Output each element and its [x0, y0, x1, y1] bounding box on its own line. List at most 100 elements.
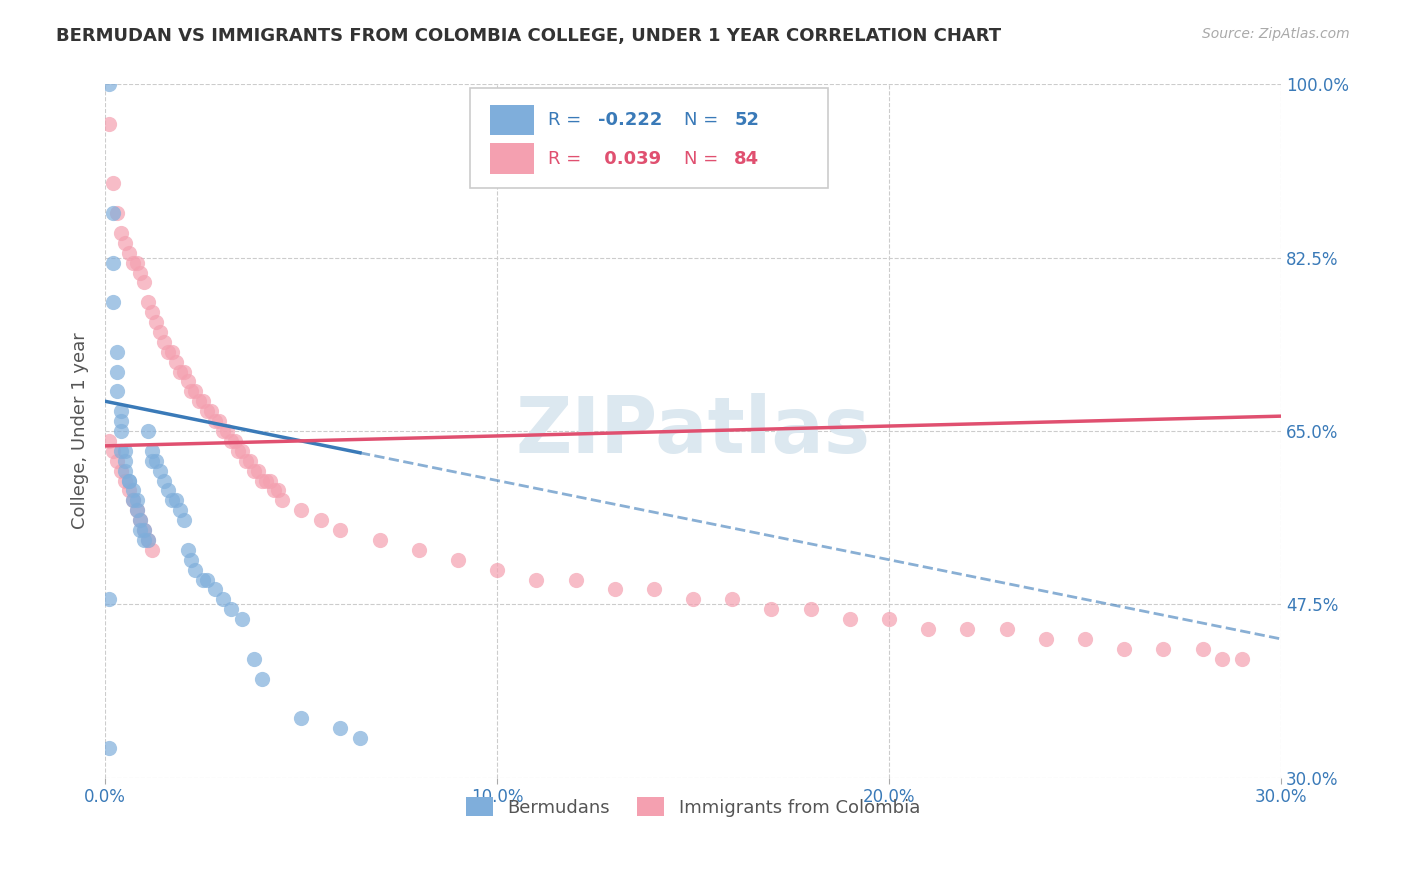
Point [165, 354, 187, 368]
Point [195, 573, 218, 587]
Point [176, 542, 198, 557]
Point [125, 503, 148, 517]
Point [270, 493, 292, 508]
Point [200, 404, 222, 418]
Point [176, 375, 198, 389]
Point [173, 365, 195, 379]
Point [121, 493, 143, 508]
Point [160, 493, 183, 508]
Point [125, 503, 148, 517]
Point [136, 424, 159, 438]
Point [211, 424, 233, 438]
Point [408, 542, 430, 557]
Point [136, 295, 159, 310]
Text: N =: N = [683, 150, 724, 168]
Point [263, 483, 285, 498]
Point [160, 344, 183, 359]
Point [243, 464, 266, 478]
Point [156, 344, 179, 359]
Point [105, 344, 128, 359]
Point [329, 523, 352, 537]
Point [193, 573, 215, 587]
Point [165, 493, 187, 508]
Point [603, 582, 626, 597]
Point [208, 414, 231, 428]
Point [101, 206, 124, 220]
Point [149, 325, 172, 339]
Point [156, 483, 179, 498]
Point [195, 404, 218, 418]
Point [250, 672, 273, 686]
Point [228, 443, 250, 458]
Point [114, 453, 136, 467]
Text: Source: ZipAtlas.com: Source: ZipAtlas.com [1202, 27, 1350, 41]
Point [231, 612, 253, 626]
Point [121, 255, 143, 269]
Point [1074, 632, 1097, 646]
Text: 0.039: 0.039 [598, 150, 661, 168]
Point [101, 443, 124, 458]
Point [188, 394, 211, 409]
Point [129, 513, 152, 527]
Point [1211, 651, 1233, 665]
Point [136, 533, 159, 547]
Point [877, 612, 900, 626]
Point [290, 503, 312, 517]
Point [169, 503, 191, 517]
Point [349, 731, 371, 745]
Point [98, 78, 121, 92]
Point [129, 523, 152, 537]
Point [129, 513, 152, 527]
Point [110, 424, 132, 438]
Point [114, 474, 136, 488]
Point [118, 483, 141, 498]
Point [141, 443, 163, 458]
Point [204, 414, 226, 428]
Y-axis label: College, Under 1 year: College, Under 1 year [72, 333, 89, 529]
Point [193, 394, 215, 409]
Point [114, 443, 136, 458]
Point [141, 305, 163, 319]
Point [110, 464, 132, 478]
Point [121, 483, 143, 498]
Point [524, 573, 547, 587]
Point [290, 711, 312, 725]
Point [149, 464, 172, 478]
Point [184, 563, 207, 577]
Point [1114, 641, 1136, 656]
Point [956, 622, 979, 636]
Point [153, 474, 176, 488]
Point [309, 513, 332, 527]
Text: 52: 52 [734, 111, 759, 128]
FancyBboxPatch shape [470, 88, 828, 188]
Point [180, 552, 202, 566]
Point [243, 651, 266, 665]
Point [105, 365, 128, 379]
Point [105, 453, 128, 467]
FancyBboxPatch shape [489, 144, 534, 174]
Point [180, 384, 202, 399]
Point [247, 464, 270, 478]
Point [447, 552, 470, 566]
Point [134, 523, 156, 537]
Point [114, 464, 136, 478]
Point [838, 612, 860, 626]
Point [153, 334, 176, 349]
Point [250, 474, 273, 488]
Point [368, 533, 391, 547]
Point [98, 434, 121, 448]
Text: N =: N = [683, 111, 724, 128]
Point [204, 582, 226, 597]
Text: ZIPatlas: ZIPatlas [516, 393, 870, 469]
Point [917, 622, 939, 636]
Point [110, 404, 132, 418]
Point [1191, 641, 1213, 656]
Text: 84: 84 [734, 150, 759, 168]
Point [134, 533, 156, 547]
Point [219, 434, 242, 448]
Point [995, 622, 1018, 636]
Point [98, 592, 121, 607]
Point [169, 365, 191, 379]
Point [211, 592, 233, 607]
Point [761, 602, 783, 616]
